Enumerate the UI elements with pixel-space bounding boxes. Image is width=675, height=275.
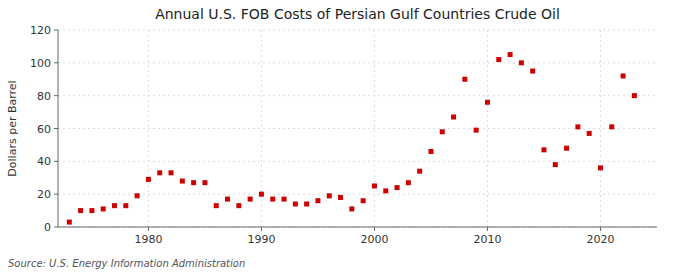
grid-line-y (58, 128, 657, 129)
y-tick-label: 80 (37, 90, 51, 103)
grid-line-x (487, 30, 488, 227)
point (101, 206, 106, 211)
point (202, 180, 207, 185)
point (417, 169, 422, 174)
point (575, 124, 580, 129)
point (315, 198, 320, 203)
x-axis-line (58, 227, 657, 228)
y-tick-label: 20 (37, 188, 51, 201)
point (632, 93, 637, 98)
point (135, 193, 140, 198)
point (67, 220, 72, 225)
x-tick (374, 227, 375, 231)
point (112, 203, 117, 208)
point (361, 198, 366, 203)
point (474, 128, 479, 133)
point (214, 203, 219, 208)
y-tick-label: 100 (30, 57, 51, 70)
x-tick-label: 1980 (134, 233, 162, 246)
grid-line-x (374, 30, 375, 227)
x-tick-label: 2000 (360, 233, 388, 246)
point (146, 177, 151, 182)
point (89, 208, 94, 213)
point (451, 115, 456, 120)
point (519, 60, 524, 65)
grid-line-y (58, 194, 657, 195)
point (304, 202, 309, 207)
point (248, 197, 253, 202)
point (327, 193, 332, 198)
grid-line-y (58, 62, 657, 63)
point (587, 131, 592, 136)
point (180, 179, 185, 184)
point (508, 52, 513, 57)
x-tick-label: 2020 (586, 233, 614, 246)
grid-line-x (261, 30, 262, 227)
y-tick (54, 194, 58, 195)
x-tick (261, 227, 262, 231)
y-tick-label: 120 (30, 24, 51, 37)
y-tick-label: 60 (37, 123, 51, 136)
y-axis-label: Dollars per Barrel (6, 80, 19, 176)
y-tick (54, 95, 58, 96)
point (293, 202, 298, 207)
x-tick-label: 1990 (247, 233, 275, 246)
point (621, 73, 626, 78)
title: Annual U.S. FOB Costs of Persian Gulf Co… (155, 6, 560, 22)
point (428, 149, 433, 154)
point (541, 147, 546, 152)
grid-line-y (58, 30, 657, 31)
point (123, 203, 128, 208)
x-tick-label: 2010 (473, 233, 501, 246)
point (338, 195, 343, 200)
point (191, 180, 196, 185)
point (236, 203, 241, 208)
x-tick (148, 227, 149, 231)
x-tick (487, 227, 488, 231)
point (530, 69, 535, 74)
y-tick (54, 227, 58, 228)
grid-line-x (148, 30, 149, 227)
y-tick (54, 62, 58, 63)
y-tick (54, 30, 58, 31)
point (609, 124, 614, 129)
point (78, 208, 83, 213)
point (169, 170, 174, 175)
point (270, 197, 275, 202)
point (462, 77, 467, 82)
point (157, 170, 162, 175)
point (282, 197, 287, 202)
point (349, 206, 354, 211)
point (395, 185, 400, 190)
x-tick (600, 227, 601, 231)
point (553, 162, 558, 167)
point (485, 100, 490, 105)
y-tick (54, 161, 58, 162)
point (496, 57, 501, 62)
point (406, 180, 411, 185)
grid-line-y (58, 227, 657, 228)
point (372, 183, 377, 188)
grid-line-y (58, 161, 657, 162)
y-tick (54, 128, 58, 129)
points (67, 52, 637, 224)
grid-line-y (58, 95, 657, 96)
grid-line-x (600, 30, 601, 227)
point (383, 188, 388, 193)
chart-container: Annual U.S. FOB Costs of Persian Gulf Co… (0, 0, 675, 275)
source-annotation: Source: U.S. Energy Information Administ… (8, 258, 245, 269)
y-tick-label: 40 (37, 155, 51, 168)
chart: Annual U.S. FOB Costs of Persian Gulf Co… (0, 0, 675, 275)
point (598, 165, 603, 170)
axes: 1980 1990 2000 2010 2020 0 20 40 60 80 100 120 (30, 24, 657, 246)
point (440, 129, 445, 134)
y-tick-label: 0 (44, 221, 51, 234)
point (225, 197, 230, 202)
point (259, 192, 264, 197)
grid (58, 30, 657, 227)
point (564, 146, 569, 151)
